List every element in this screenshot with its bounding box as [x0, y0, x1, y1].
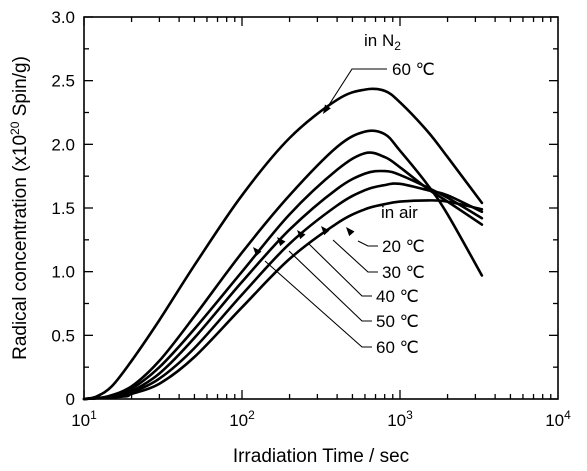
label-air-3: 50 ℃	[376, 312, 419, 331]
y-tick-label: 2.0	[51, 135, 75, 154]
arrowhead-air-0	[346, 227, 355, 237]
label-air-2: 40 ℃	[376, 287, 419, 306]
y-tick-label: 1.0	[51, 263, 75, 282]
x-tick-label: 104	[545, 408, 571, 430]
axis-ticks	[83, 16, 558, 400]
x-tick-label: 103	[387, 408, 413, 430]
leader-air-2	[308, 243, 372, 297]
series-line-air-5	[82, 199, 484, 401]
leader-air-1	[332, 239, 378, 273]
label-n2-60c: 60 ℃	[392, 60, 435, 79]
label-air-0: 20 ℃	[382, 237, 425, 256]
tick-labels: 0 0.5 1.0 1.5 2.0 2.5 3.0 101 102 103 104	[51, 8, 571, 430]
annotations: in N2 in air 60 ℃ 20 ℃ 30 ℃ 40 ℃ 50 ℃ 60 ℃	[253, 31, 435, 357]
x-tick-label: 102	[229, 408, 255, 430]
x-tick-label: 101	[71, 408, 97, 430]
label-air-1: 30 ℃	[382, 263, 425, 282]
label-air-4: 60 ℃	[376, 338, 419, 357]
y-tick-label: 2.5	[51, 72, 75, 91]
arrowhead-n2-60c	[323, 104, 331, 114]
arrowhead-air-3	[277, 237, 286, 247]
label-in-air: in air	[381, 203, 418, 222]
arrowhead-air-2	[297, 230, 306, 240]
y-tick-label: 0.5	[51, 326, 75, 345]
leader-air-0	[357, 240, 378, 247]
plot-frame	[83, 16, 559, 400]
x-axis-label: Irradiation Time / sec	[233, 446, 409, 467]
y-tick-label: 0	[66, 390, 75, 409]
leader-air-4	[264, 260, 372, 348]
series-line-air-1	[82, 129, 484, 401]
arrowhead-air-1	[321, 226, 330, 236]
y-tick-label: 1.5	[51, 199, 75, 218]
series-line-air-4	[82, 182, 484, 401]
y-tick-label: 3.0	[51, 8, 75, 27]
label-in-n2: in N2	[364, 31, 401, 53]
series-line-n2-0	[82, 87, 484, 401]
arrowhead-air-4	[253, 247, 262, 257]
leader-n2-60c	[324, 68, 387, 112]
leader-air-3	[288, 250, 372, 322]
series-curves	[82, 87, 484, 401]
y-axis-label: Radical concentration (x1020 Spin/g)	[8, 56, 31, 360]
series-line-air-3	[82, 169, 484, 401]
